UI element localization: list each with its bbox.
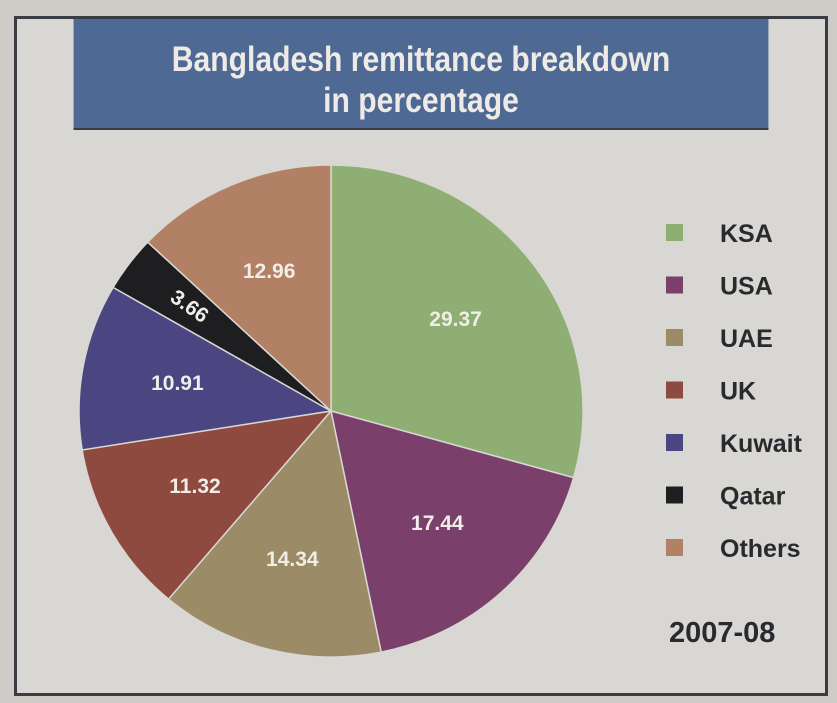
slice-value-label: 10.91 bbox=[151, 372, 204, 395]
legend-label: Kuwait bbox=[720, 430, 803, 458]
slice-value-label: 14.34 bbox=[266, 548, 319, 571]
slice-value-label: 17.44 bbox=[411, 512, 464, 535]
period-label: 2007-08 bbox=[669, 617, 776, 649]
legend-swatch bbox=[666, 486, 683, 504]
slice-value-label: 11.32 bbox=[169, 475, 220, 498]
legend-label: UK bbox=[720, 378, 756, 406]
slice-value-label: 29.37 bbox=[429, 308, 482, 331]
legend-label: USA bbox=[720, 273, 773, 301]
legend-swatch bbox=[666, 329, 683, 346]
legend-label: KSA bbox=[720, 220, 773, 248]
pie-slice-others bbox=[146, 164, 332, 413]
title-band: Bangladesh remittance breakdown in perce… bbox=[73, 19, 769, 130]
slice-value-label: 12.96 bbox=[243, 260, 296, 283]
pie-slice-ksa bbox=[330, 164, 584, 479]
legend-label: Others bbox=[720, 535, 801, 563]
legend-label: Qatar bbox=[720, 483, 786, 511]
pie-slice-kuwait bbox=[78, 286, 334, 451]
legend-swatch bbox=[666, 276, 683, 294]
legend-swatch bbox=[666, 539, 683, 556]
chart-title-line-2: in percentage bbox=[323, 81, 519, 120]
chart-title-line-1: Bangladesh remittance breakdown bbox=[171, 40, 671, 79]
legend-swatch bbox=[666, 224, 683, 241]
legend-label: UAE bbox=[720, 325, 773, 353]
legend-swatch bbox=[666, 381, 683, 399]
pie-slice-usa bbox=[330, 409, 575, 653]
legend-swatch bbox=[666, 434, 683, 451]
pie-slice-uae bbox=[167, 409, 383, 658]
pie-slice-uk bbox=[81, 409, 333, 601]
